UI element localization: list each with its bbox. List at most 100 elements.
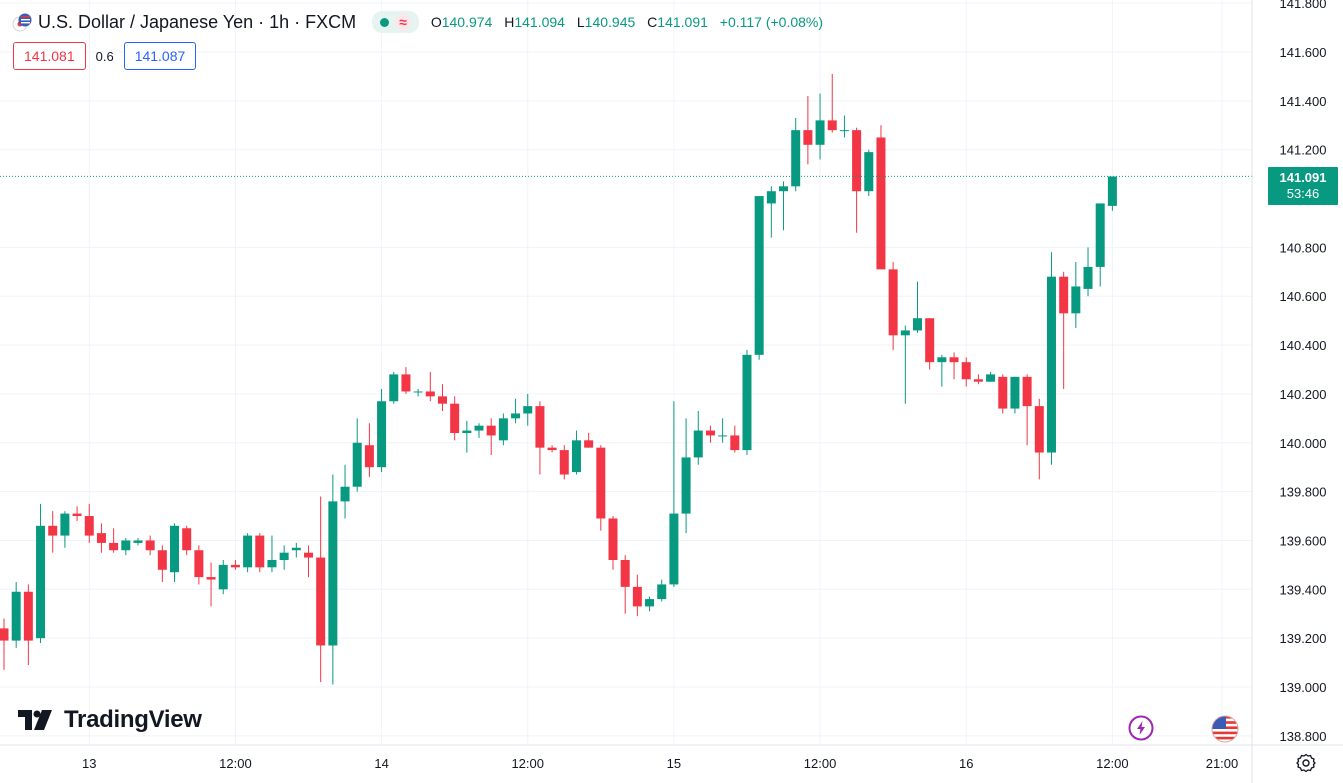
high-value: 141.094: [514, 14, 565, 30]
currency-pair-flags-icon: [12, 13, 32, 32]
candle-body: [11, 591, 21, 641]
last-price-badge: 141.091 53:46: [1268, 167, 1338, 205]
candle: [791, 117, 801, 192]
candle-body: [925, 318, 935, 363]
time-tick-label: 16: [959, 756, 973, 771]
candle: [0, 618, 9, 670]
candle-body: [72, 513, 82, 517]
time-tick-label: 15: [667, 756, 681, 771]
candle: [437, 384, 447, 412]
candle: [596, 445, 606, 531]
candle-body: [340, 486, 350, 502]
candle-body: [998, 376, 1008, 409]
price-tick-label: 139.600: [1280, 533, 1327, 548]
candle: [523, 393, 533, 426]
time-tick-label: 21:00: [1206, 756, 1239, 771]
last-price-value: 141.091: [1279, 170, 1327, 185]
lightning-icon[interactable]: [1128, 715, 1154, 741]
candle: [72, 506, 82, 521]
market-status[interactable]: ≈: [372, 11, 419, 33]
candle: [84, 503, 94, 543]
high-label: H: [504, 14, 515, 30]
candle: [23, 584, 33, 666]
buy-price-button[interactable]: 141.087: [123, 42, 197, 70]
candle-body: [1034, 406, 1044, 453]
candle: [145, 535, 155, 556]
candle: [559, 445, 569, 480]
candle-body: [498, 418, 508, 441]
candle: [900, 325, 910, 404]
us-flag-icon[interactable]: [1210, 714, 1240, 744]
candle: [681, 418, 691, 534]
price-tick-label: 140.600: [1280, 289, 1327, 304]
candle: [864, 149, 874, 197]
candle-body: [511, 413, 521, 419]
candle-body: [986, 374, 996, 382]
candle-body: [1107, 176, 1117, 206]
candle: [839, 115, 849, 138]
candle-body: [718, 435, 728, 437]
candle: [852, 127, 862, 233]
candle: [584, 433, 594, 448]
candle-body: [900, 330, 910, 336]
low-value: 140.945: [584, 14, 636, 30]
candle-body: [230, 564, 240, 568]
candle: [925, 318, 935, 370]
time-tick-label: 12:00: [1096, 756, 1129, 771]
symbol-title[interactable]: U.S. Dollar / Japanese Yen · 1h · FXCM: [38, 11, 357, 32]
candle-body: [425, 391, 435, 397]
candle-body: [523, 406, 533, 414]
candle-body: [754, 196, 764, 355]
candle-body: [973, 379, 983, 382]
candle: [170, 523, 180, 582]
candle-body: [352, 442, 362, 487]
candle-body: [1083, 266, 1093, 289]
gear-icon[interactable]: [1295, 752, 1317, 774]
open-label: O: [430, 14, 442, 30]
price-tick-label: 140.400: [1280, 338, 1327, 353]
time-axis-background: [0, 745, 1343, 783]
candle: [486, 418, 496, 455]
bar-countdown: 53:46: [1286, 186, 1320, 201]
candle-body: [888, 269, 898, 336]
candle-body: [170, 525, 180, 573]
price-tick-label: 140.800: [1280, 240, 1327, 255]
candle-body: [730, 435, 740, 451]
candle-body: [535, 406, 545, 448]
candle-body: [876, 137, 886, 270]
low-label: L: [576, 14, 585, 30]
candle-body: [937, 357, 947, 363]
candle: [267, 535, 277, 573]
tradingview-logo[interactable]: TradingView: [18, 706, 202, 734]
candle-body: [96, 533, 106, 543]
candle: [608, 516, 618, 570]
candle: [1095, 203, 1105, 287]
candle: [620, 555, 630, 614]
candle: [304, 545, 313, 578]
candle: [255, 533, 265, 573]
candle-body: [267, 560, 277, 568]
candle: [1083, 247, 1093, 297]
candle: [803, 95, 813, 165]
candle: [389, 371, 399, 404]
candle-body: [766, 191, 776, 204]
price-axis[interactable]: 141.800 141.600 141.400 141.200 140.800 140.6…: [1280, 0, 1327, 744]
candle-body: [1022, 376, 1032, 407]
candle: [973, 374, 983, 385]
candle-body: [437, 396, 447, 404]
candle-body: [194, 550, 204, 578]
candle: [1010, 376, 1020, 414]
candle-body: [474, 425, 484, 431]
time-tick-label: 12:00: [219, 756, 252, 771]
candle: [218, 560, 228, 595]
candle: [474, 423, 484, 438]
candle-body: [1059, 276, 1069, 314]
time-axis[interactable]: 13 12:00 14 12:00 15 12:00 16 12:00 21:00: [82, 756, 1238, 771]
price-tick-label: 138.800: [1280, 729, 1327, 744]
candle: [230, 560, 240, 570]
candle: [961, 357, 971, 387]
candle-body: [779, 186, 789, 192]
candle-body: [645, 599, 655, 607]
sell-price-button[interactable]: 141.081: [13, 42, 86, 70]
